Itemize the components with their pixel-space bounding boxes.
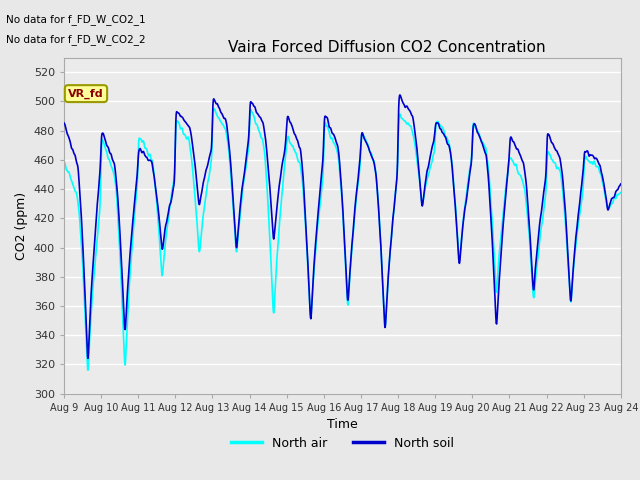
- Line: North air: North air: [64, 109, 621, 370]
- North air: [247, 107, 255, 113]
- North air: [429, 151, 437, 157]
- North air: [502, 180, 510, 185]
- North air: [552, 161, 559, 167]
- North air: [60, 159, 68, 165]
- North air: [84, 367, 92, 373]
- Text: No data for f_FD_W_CO2_1: No data for f_FD_W_CO2_1: [6, 14, 146, 25]
- North soil: [60, 120, 68, 126]
- North soil: [429, 139, 437, 145]
- X-axis label: Time: Time: [327, 418, 358, 431]
- North soil: [171, 169, 179, 175]
- North air: [184, 134, 192, 140]
- North soil: [184, 123, 192, 129]
- Title: Vaira Forced Diffusion CO2 Concentration: Vaira Forced Diffusion CO2 Concentration: [228, 40, 546, 55]
- Text: No data for f_FD_W_CO2_2: No data for f_FD_W_CO2_2: [6, 34, 146, 45]
- North soil: [246, 99, 254, 105]
- North air: [171, 164, 179, 170]
- North soil: [502, 188, 510, 193]
- North soil: [552, 147, 559, 153]
- North soil: [84, 356, 92, 361]
- Legend: North air, North soil: North air, North soil: [226, 432, 459, 455]
- North air: [617, 190, 625, 195]
- North soil: [396, 92, 404, 98]
- North air: [211, 106, 218, 112]
- North soil: [617, 181, 625, 187]
- Y-axis label: CO2 (ppm): CO2 (ppm): [15, 192, 28, 260]
- Text: VR_fd: VR_fd: [68, 88, 104, 99]
- Line: North soil: North soil: [64, 95, 621, 359]
